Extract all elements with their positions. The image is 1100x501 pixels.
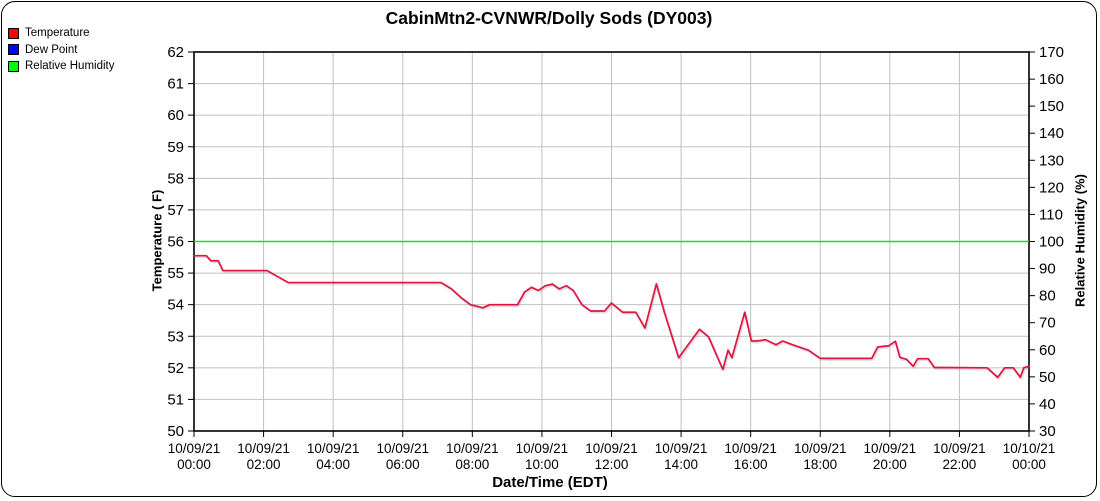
svg-text:16:00: 16:00 [734, 457, 768, 472]
svg-text:10/09/21: 10/09/21 [237, 441, 290, 456]
svg-text:50: 50 [167, 423, 184, 440]
svg-text:62: 62 [167, 44, 184, 61]
svg-text:10/09/21: 10/09/21 [376, 441, 429, 456]
svg-text:10/09/21: 10/09/21 [724, 441, 777, 456]
svg-text:140: 140 [1039, 125, 1064, 142]
svg-text:53: 53 [167, 328, 184, 345]
svg-text:90: 90 [1039, 261, 1056, 278]
svg-text:59: 59 [167, 139, 184, 156]
svg-text:100: 100 [1039, 234, 1064, 251]
svg-text:120: 120 [1039, 179, 1064, 196]
svg-text:60: 60 [1039, 342, 1056, 359]
svg-text:58: 58 [167, 170, 184, 187]
svg-text:60: 60 [167, 107, 184, 124]
svg-text:40: 40 [1039, 396, 1056, 413]
svg-text:110: 110 [1039, 206, 1063, 223]
svg-text:70: 70 [1039, 315, 1056, 332]
svg-text:80: 80 [1039, 288, 1056, 305]
svg-text:130: 130 [1039, 152, 1064, 169]
svg-text:00:00: 00:00 [177, 457, 211, 472]
svg-text:18:00: 18:00 [803, 457, 837, 472]
svg-text:56: 56 [167, 234, 184, 251]
svg-text:10/09/21: 10/09/21 [794, 441, 847, 456]
svg-text:150: 150 [1039, 98, 1064, 115]
svg-text:55: 55 [167, 265, 184, 282]
svg-text:12:00: 12:00 [595, 457, 629, 472]
svg-text:10/09/21: 10/09/21 [585, 441, 638, 456]
svg-text:51: 51 [167, 391, 184, 408]
svg-text:22:00: 22:00 [943, 457, 977, 472]
svg-text:10/09/21: 10/09/21 [655, 441, 708, 456]
svg-text:30: 30 [1039, 423, 1056, 440]
svg-text:10/09/21: 10/09/21 [516, 441, 569, 456]
svg-text:14:00: 14:00 [664, 457, 698, 472]
svg-text:50: 50 [1039, 369, 1056, 386]
svg-text:02:00: 02:00 [247, 457, 281, 472]
svg-text:20:00: 20:00 [873, 457, 907, 472]
svg-text:10/10/21: 10/10/21 [1003, 441, 1056, 456]
svg-text:10/09/21: 10/09/21 [933, 441, 986, 456]
svg-text:170: 170 [1039, 44, 1064, 61]
svg-text:54: 54 [167, 297, 184, 314]
svg-text:52: 52 [167, 360, 184, 377]
svg-text:08:00: 08:00 [455, 457, 489, 472]
svg-text:00:00: 00:00 [1012, 457, 1046, 472]
svg-text:160: 160 [1039, 71, 1064, 88]
svg-text:04:00: 04:00 [316, 457, 350, 472]
svg-text:10/09/21: 10/09/21 [307, 441, 360, 456]
svg-text:10/09/21: 10/09/21 [864, 441, 917, 456]
svg-text:57: 57 [167, 202, 184, 219]
svg-text:10/09/21: 10/09/21 [168, 441, 221, 456]
svg-text:10/09/21: 10/09/21 [446, 441, 499, 456]
svg-text:06:00: 06:00 [386, 457, 420, 472]
svg-text:61: 61 [167, 76, 184, 93]
svg-text:10:00: 10:00 [525, 457, 559, 472]
